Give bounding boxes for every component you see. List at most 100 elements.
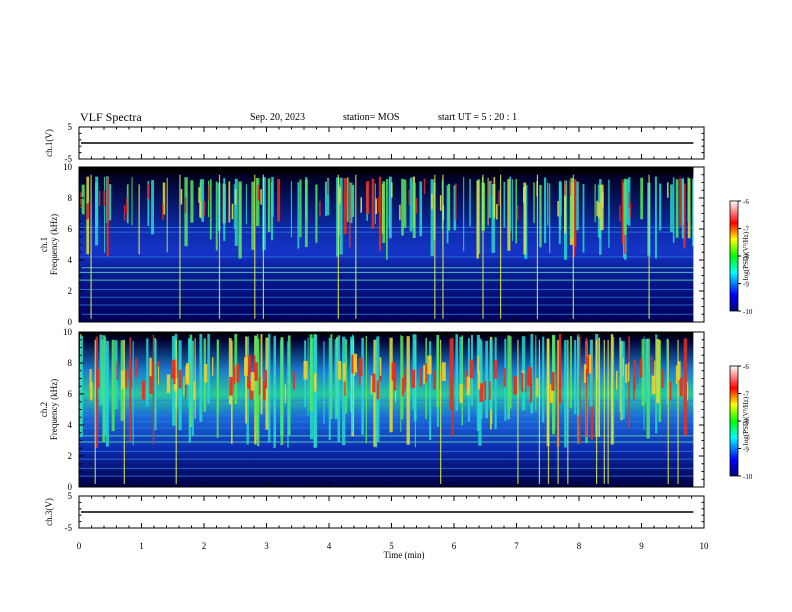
emission-core <box>602 191 604 208</box>
emission-burst <box>273 336 276 449</box>
emission-burst <box>201 179 205 222</box>
emission-burst <box>608 179 610 248</box>
emission-core <box>536 378 539 397</box>
emission-burst <box>511 179 513 241</box>
emission-core <box>234 189 237 205</box>
emission-core <box>171 360 175 379</box>
emission-burst <box>238 181 242 259</box>
emission-burst <box>388 179 391 227</box>
emission-core <box>415 198 418 214</box>
emission-core <box>636 365 639 384</box>
emission-burst <box>469 179 471 227</box>
x-axis-label: Time (min) <box>384 550 425 560</box>
emission-core <box>98 190 101 207</box>
emission-burst <box>385 178 388 260</box>
emission-burst <box>576 335 580 416</box>
emission-burst <box>480 340 483 419</box>
emission-core <box>619 205 621 221</box>
emission-burst <box>503 181 506 228</box>
emission-core <box>178 369 182 389</box>
emission-burst <box>687 177 689 223</box>
emission-core <box>204 364 208 383</box>
emission-burst <box>414 339 416 448</box>
emission-core <box>516 205 519 221</box>
emission-core <box>338 361 342 380</box>
emission-core <box>149 357 152 377</box>
emission-burst <box>228 338 232 405</box>
emission-core <box>254 362 258 381</box>
emission-burst <box>507 179 511 251</box>
ch1-colorbar: -6 -7 -8 -9 -10 log(PSD)(V²/Hz) <box>729 198 753 316</box>
emission-burst <box>406 336 410 445</box>
emission-burst <box>692 178 694 247</box>
emission-core <box>633 370 636 389</box>
emission-core <box>257 184 260 201</box>
emission-core <box>162 204 164 220</box>
emission-burst <box>290 181 293 238</box>
emission-burst <box>131 177 133 226</box>
y-tick-label: 2 <box>68 286 73 296</box>
emission-core <box>263 381 266 401</box>
emission-burst <box>223 178 226 241</box>
emission-burst <box>560 182 562 216</box>
top-strip <box>79 167 694 173</box>
emission-core <box>551 372 555 391</box>
emission-burst <box>267 178 271 233</box>
emission-core <box>393 371 397 391</box>
emission-burst <box>146 338 149 407</box>
emission-core <box>459 384 463 403</box>
y-tick-label: 6 <box>68 224 73 234</box>
emission-burst <box>628 336 630 429</box>
y-tick-label: 6 <box>68 389 73 399</box>
y-axis-label-frequency: Frequency (kHz) <box>49 379 59 440</box>
emission-burst <box>129 337 132 442</box>
emission-burst <box>509 336 512 409</box>
emission-burst <box>265 337 269 430</box>
emission-burst <box>338 184 341 236</box>
emission-burst <box>299 179 302 238</box>
x-tick-label: 5 <box>389 541 394 551</box>
emission-core <box>469 359 474 379</box>
emission-burst <box>343 177 347 235</box>
ch1-waveform-panel <box>78 126 705 160</box>
emission-burst <box>352 185 355 217</box>
colorbar-tick-label: -6 <box>743 198 749 206</box>
emission-burst <box>307 337 309 416</box>
emission-burst <box>207 333 210 404</box>
emission-core <box>431 193 433 210</box>
emission-core <box>89 381 93 401</box>
colorbar-tick-label: -10 <box>743 308 753 316</box>
emission-core <box>193 381 196 400</box>
emission-burst <box>429 341 432 441</box>
emission-core <box>513 375 518 395</box>
emission-burst <box>260 333 263 415</box>
emission-core <box>247 370 250 389</box>
emission-core <box>264 369 268 389</box>
emission-core <box>391 361 396 381</box>
emission-core <box>404 367 407 386</box>
colorbar-tick-label: -9 <box>743 446 749 454</box>
x-tick-label: 0 <box>77 541 82 551</box>
emission-core <box>236 363 240 383</box>
station-label: station= MOS <box>343 112 400 123</box>
colorbar-label: log(PSD)(V²/Hz) <box>742 231 750 280</box>
emission-burst <box>672 177 675 243</box>
emission-core <box>319 201 321 217</box>
emission-burst <box>570 335 572 409</box>
emission-burst <box>489 339 492 411</box>
emission-burst <box>337 335 341 443</box>
emission-core <box>596 200 598 217</box>
colorbar-tick-label: -7 <box>743 226 749 234</box>
emission-burst <box>523 182 527 255</box>
emission-core <box>157 366 159 385</box>
emission-core <box>441 362 446 381</box>
emission-core <box>184 197 187 213</box>
emission-burst <box>544 177 547 244</box>
y-tick-label: -5 <box>65 154 73 164</box>
emission-core <box>650 355 653 374</box>
emission-burst <box>446 185 449 244</box>
emission-burst <box>262 177 266 251</box>
emission-core <box>173 365 176 385</box>
x-tick-label: 6 <box>452 541 457 551</box>
emission-core <box>130 368 133 388</box>
